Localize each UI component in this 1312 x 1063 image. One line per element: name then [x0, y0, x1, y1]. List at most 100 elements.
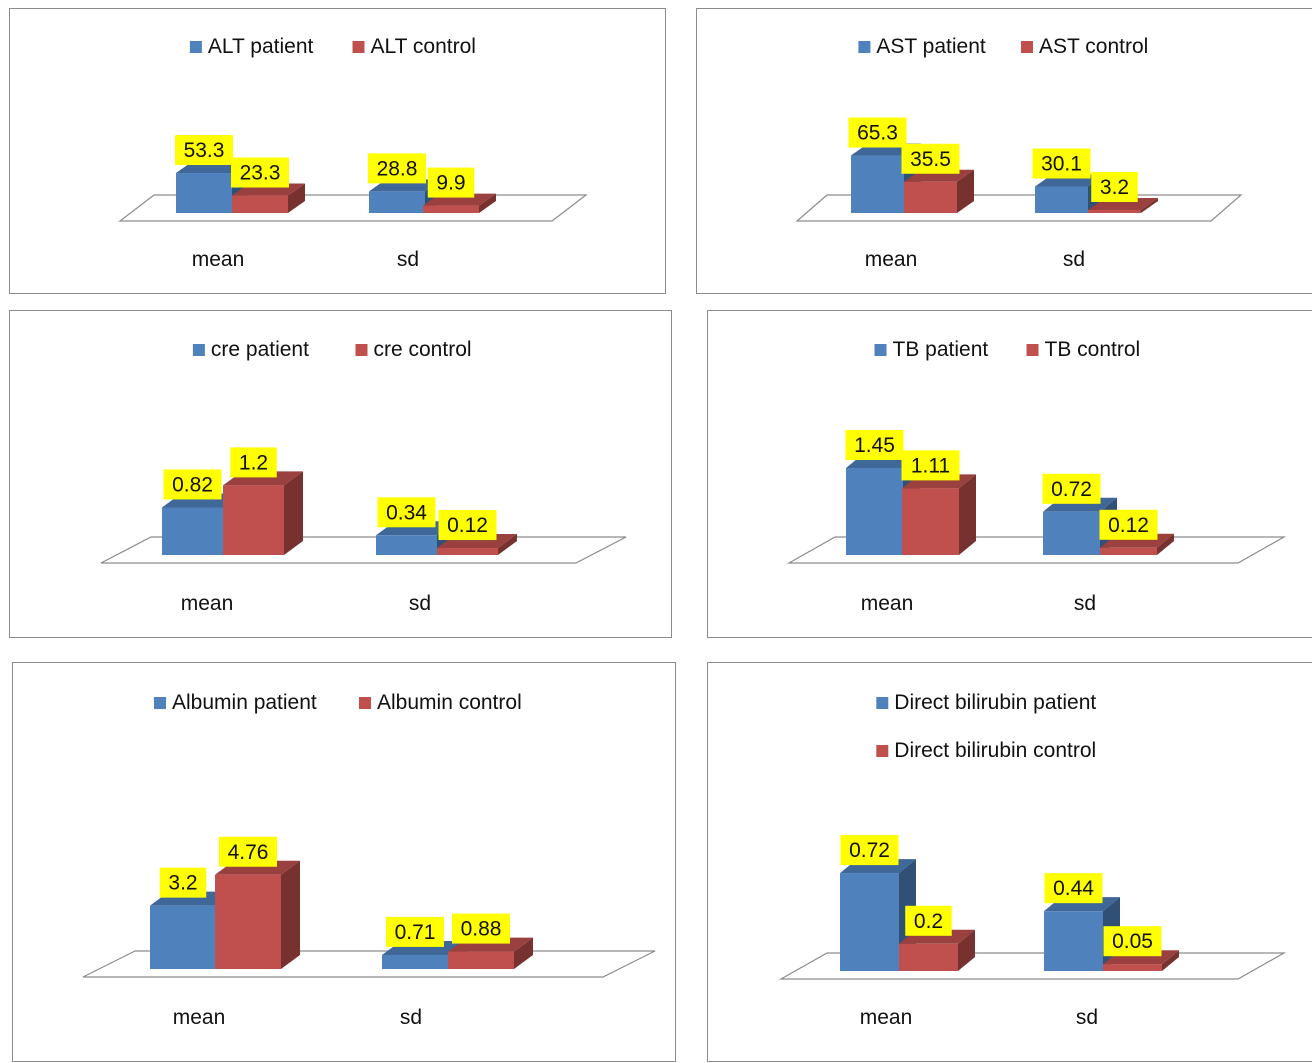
- bar-sd-control: [1103, 964, 1162, 971]
- legend-swatch: [874, 344, 887, 356]
- category-label: mean: [861, 592, 914, 615]
- data-label-bg: [1103, 926, 1162, 957]
- chart-panel-direct-bilirubin: Direct bilirubin patient Direct bilirubin…: [707, 662, 1312, 1062]
- data-label: 0.72: [1051, 478, 1092, 501]
- data-label-bg: [219, 836, 277, 867]
- data-label-bg: [840, 835, 899, 866]
- data-label-bg: [386, 916, 444, 947]
- data-label-bg: [848, 117, 907, 148]
- data-label: 0.05: [1112, 930, 1153, 953]
- data-label: 0.82: [172, 473, 213, 496]
- chart-panel-ast: AST patient AST control 65.3 35.5 30.1 3.2 mea…: [696, 8, 1312, 294]
- legend-swatch: [359, 697, 371, 709]
- category-label: sd: [1076, 1006, 1098, 1029]
- bar-mean-control: [232, 195, 288, 213]
- bar-mean-control: [899, 943, 958, 971]
- category-label: mean: [173, 1006, 226, 1029]
- data-label-bg: [1042, 473, 1101, 504]
- data-label-bg: [427, 167, 475, 198]
- legend-label: AST control: [1039, 35, 1148, 58]
- category-label: mean: [860, 1006, 913, 1029]
- category-label: sd: [409, 592, 431, 615]
- legend-label: AST patient: [876, 35, 986, 58]
- chart-panel-tb: TB patient TB control 1.45 1.11 0.72 0.12 mean…: [707, 310, 1312, 638]
- chart-svg: Direct bilirubin patient Direct bilirubin…: [778, 691, 1287, 1029]
- data-label: 65.3: [857, 122, 898, 145]
- data-label-bg: [1099, 509, 1158, 540]
- legend-swatch: [876, 697, 889, 709]
- bar-side: [957, 169, 974, 213]
- bar-mean-control: [215, 874, 281, 969]
- data-label-bg: [905, 905, 952, 936]
- bar-side: [479, 193, 496, 213]
- bar-side: [514, 937, 533, 969]
- data-label-bg: [901, 450, 960, 481]
- data-label: 1.45: [854, 434, 895, 457]
- bar-side: [1162, 950, 1179, 971]
- chart-svg: ALT patient ALT control 53.3 23.3 28.8 9.9 mea…: [118, 35, 588, 271]
- bar-sd-patient: [382, 954, 448, 969]
- bar-side: [498, 534, 517, 555]
- data-label-bg: [845, 430, 904, 460]
- data-label-bg: [231, 157, 289, 188]
- bar-sd-patient: [1044, 911, 1103, 971]
- legend-label: Direct bilirubin patient: [894, 691, 1096, 714]
- bar-side: [281, 860, 300, 969]
- data-label-bg: [452, 913, 510, 944]
- data-label: 23.3: [240, 162, 281, 185]
- data-label: 1.2: [239, 451, 268, 474]
- bar-mean-patient: [150, 905, 216, 969]
- data-label-bg: [159, 867, 207, 898]
- data-label-bg: [377, 497, 436, 528]
- data-label: 0.88: [461, 918, 502, 941]
- bar-sd-patient: [1035, 186, 1088, 213]
- legend-swatch: [352, 41, 365, 53]
- bar-mean-patient: [846, 468, 903, 555]
- legend-label: ALT control: [371, 35, 476, 58]
- legend-swatch: [355, 344, 368, 356]
- legend-label: Direct bilirubin control: [894, 739, 1096, 762]
- category-label: mean: [865, 248, 918, 271]
- bar-sd-control: [437, 548, 498, 555]
- data-label-bg: [175, 135, 233, 166]
- data-label-bg: [1044, 873, 1103, 904]
- category-label: sd: [397, 248, 419, 271]
- data-label-bg: [230, 447, 277, 478]
- data-label: 3.2: [1100, 176, 1129, 199]
- data-label-bg: [901, 143, 960, 174]
- data-label: 0.12: [447, 514, 488, 537]
- chart-panel-cre: cre patient cre control 0.82 1.2 0.34 0.12 mea…: [9, 310, 672, 638]
- bar-side: [958, 929, 975, 971]
- chart-panel-albumin: Albumin patient Albumin control 3.2 4.76 0.7…: [12, 662, 676, 1062]
- legend-swatch: [1021, 41, 1033, 53]
- bar-mean-control: [223, 485, 284, 555]
- legend-label: TB control: [1045, 338, 1141, 361]
- data-label: 0.44: [1053, 877, 1094, 900]
- legend-swatch: [876, 745, 889, 757]
- bar-mean-patient: [851, 155, 904, 213]
- legend-swatch: [189, 41, 202, 53]
- data-label: 0.71: [395, 921, 436, 944]
- legend-swatch: [1026, 344, 1039, 356]
- data-label: 9.9: [436, 172, 465, 195]
- data-label: 0.2: [914, 910, 943, 933]
- bar-mean-control: [904, 181, 957, 213]
- data-label: 53.3: [184, 139, 225, 162]
- data-label: 30.1: [1041, 153, 1082, 176]
- bar-mean-patient: [162, 507, 223, 555]
- legend-swatch: [192, 344, 205, 356]
- data-label: 4.76: [228, 841, 269, 864]
- category-label: mean: [192, 248, 245, 271]
- bar-side: [959, 474, 976, 555]
- bar-mean-control: [902, 488, 959, 555]
- data-label: 35.5: [910, 148, 951, 171]
- category-label: mean: [181, 592, 234, 615]
- data-label: 0.34: [386, 501, 427, 524]
- bar-sd-patient: [1043, 511, 1100, 555]
- bar-side: [284, 471, 303, 555]
- data-label: 3.2: [168, 872, 197, 895]
- legend-label: cre patient: [211, 338, 309, 361]
- bar-sd-control: [448, 951, 514, 969]
- bar-side: [1157, 533, 1174, 555]
- data-label-bg: [163, 469, 222, 500]
